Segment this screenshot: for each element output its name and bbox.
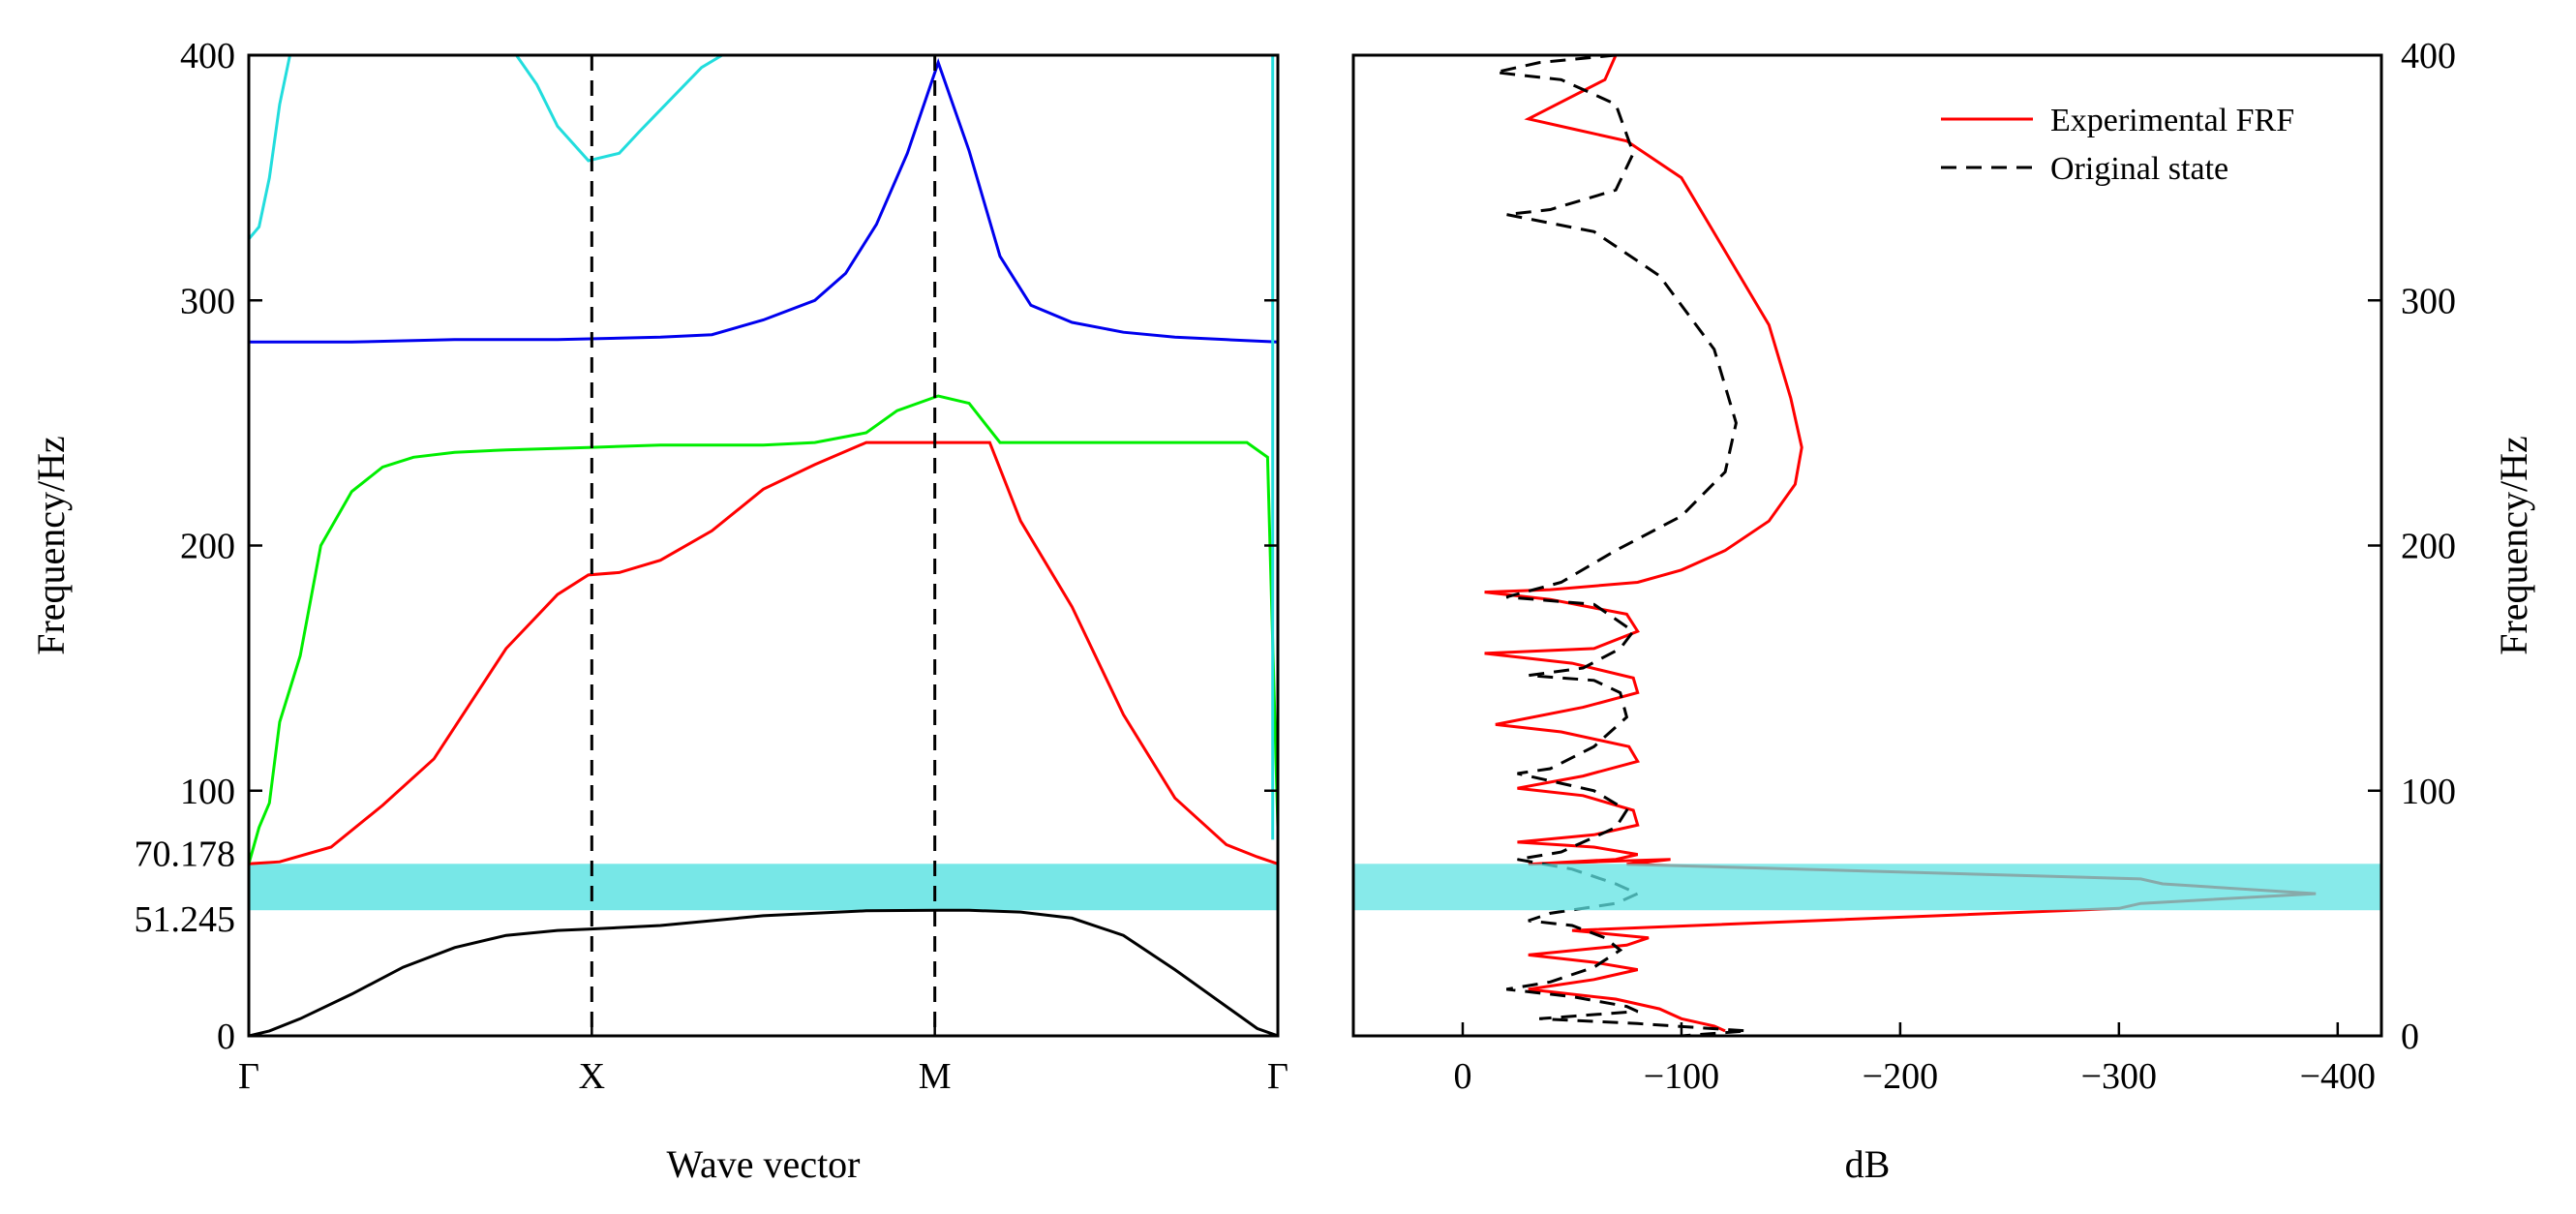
y-tick-label: 400 [2401,36,2456,76]
x-tick-label: −200 [1863,1056,1938,1097]
curve-band-1 [249,908,1278,1036]
band-gap-edge-label: 70.178 [135,834,236,874]
y-axis-title: Frequency/Hz [29,436,73,655]
x-axis-title: Wave vector [667,1142,861,1186]
y-tick-label: 100 [2401,772,2456,812]
x-tick-label: Γ [1267,1056,1288,1097]
y-tick-label: 200 [180,527,235,567]
y-tick-label: 300 [2401,281,2456,321]
curve-band-5 [249,55,291,240]
x-tick-label: −300 [2081,1056,2157,1097]
y-tick-label: 400 [180,36,235,76]
dispersion-curves [249,55,1278,1036]
frf-panel: 0 −100 −200 −300 −400 0 100 200 300 400 Experiment… [1351,36,2535,1186]
y-tick-label: 300 [180,281,235,321]
x-tick-label: Γ [238,1056,259,1097]
x-tick-label: 0 [1453,1056,1471,1097]
curve-band-3 [249,394,1278,865]
curve-original-state [1495,55,1747,1036]
band-gap-region [1353,864,2381,911]
y-tick-label: 0 [2401,1017,2419,1057]
curve-experimental-frf [1484,55,2317,1033]
frf-curves [1484,55,2317,1036]
x-tick-label: X [579,1056,605,1097]
y-axis-title: Frequency/Hz [2492,436,2535,655]
x-tick-label: −400 [2300,1056,2376,1097]
x-tick-label: −100 [1644,1056,1719,1097]
band-gap-edge-label: 51.245 [135,899,236,940]
y-tick-label: 200 [2401,527,2456,567]
legend: Experimental FRF Original state [1941,103,2294,187]
y-tick-label: 100 [180,772,235,812]
x-axis-title: dB [1845,1142,1891,1186]
legend-label: Original state [2050,151,2228,187]
curve-band-2 [249,440,1278,865]
curve-band-4 [249,58,1278,344]
legend-label: Experimental FRF [2050,103,2294,138]
band-gap-region [249,864,1278,911]
x-tick-label: M [919,1056,952,1097]
curve-band-6 [515,55,723,163]
y-tick-label: 0 [217,1017,235,1057]
